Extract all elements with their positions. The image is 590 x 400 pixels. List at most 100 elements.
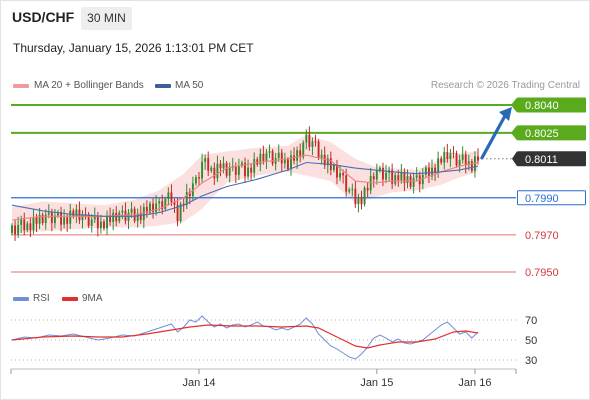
candle-body <box>363 187 366 205</box>
candle-body <box>194 177 197 184</box>
x-tick-label-jan-16: Jan 16 <box>458 377 491 389</box>
candle-body <box>470 161 473 171</box>
candle-body <box>50 212 53 224</box>
candle-body <box>216 163 219 179</box>
candle-body <box>317 141 320 158</box>
level-label-0-8040: 0.8040 <box>525 100 559 112</box>
candle-body <box>421 174 424 185</box>
candle-body <box>26 223 29 231</box>
level-label-bg-0-8025 <box>517 125 586 141</box>
candle-body <box>357 197 360 205</box>
candle-body <box>103 221 105 229</box>
candle-body <box>35 217 38 224</box>
rsi-tick-label-50: 50 <box>525 335 537 347</box>
candle-body <box>96 215 99 229</box>
candle-body <box>207 158 210 171</box>
rsi-tick-label-70: 70 <box>525 315 537 327</box>
level-label-bg-0-7990 <box>517 190 586 206</box>
candle-body <box>204 158 207 162</box>
candle-body <box>424 167 427 175</box>
candle-body <box>452 152 455 154</box>
candle-body <box>400 172 403 181</box>
candle-body <box>14 225 17 235</box>
ma50-legend-swatch <box>155 84 171 88</box>
candle-body <box>268 151 271 153</box>
ma20-legend-swatch <box>13 84 29 88</box>
rsi-9ma-line <box>11 324 479 349</box>
candle-body <box>106 215 108 229</box>
candle-body <box>280 152 283 164</box>
candle-body <box>20 219 23 225</box>
x-tick-label-jan-15: Jan 15 <box>360 377 393 389</box>
candle-body <box>360 197 363 205</box>
candle-body <box>434 167 437 173</box>
candle-body <box>11 225 13 234</box>
candle-body <box>320 154 323 158</box>
candle-body <box>391 170 394 184</box>
candle-body <box>348 189 351 192</box>
candle-body <box>250 167 253 173</box>
rsi-legend-swatch <box>13 297 29 301</box>
candle-body <box>259 153 262 165</box>
candle-body <box>145 206 148 213</box>
candle-body <box>173 202 176 205</box>
candle-body <box>240 162 243 166</box>
candle-body <box>302 142 305 158</box>
level-pointer <box>511 125 517 141</box>
candle-body <box>290 155 292 170</box>
level-label-0-8025: 0.8025 <box>525 128 559 140</box>
current-price-pointer <box>512 151 517 167</box>
candle-body <box>161 201 164 210</box>
candle-body <box>277 152 280 159</box>
candle-body <box>198 177 200 179</box>
candle-body <box>188 191 191 197</box>
candle-body <box>210 167 213 171</box>
candle-body <box>53 215 56 224</box>
candle-body <box>446 152 449 159</box>
candle-body <box>271 151 274 164</box>
candle-body <box>69 210 72 224</box>
candle-body <box>375 170 378 180</box>
candle-body <box>467 161 470 166</box>
candle-body <box>440 158 443 163</box>
chart-header: USD/CHF 30 MIN <box>0 0 590 36</box>
rsi-line <box>11 315 479 360</box>
candle-body <box>121 210 124 213</box>
bollinger-band-fill <box>12 134 478 233</box>
candle-body <box>244 162 246 177</box>
candle-body <box>84 214 87 216</box>
candle-body <box>57 211 59 216</box>
candle-body <box>81 214 84 221</box>
projection-arrow-head <box>499 106 512 121</box>
candle-body <box>237 165 240 175</box>
candle-body <box>87 214 90 226</box>
candle-body <box>75 209 78 217</box>
candle-body <box>201 161 204 179</box>
ma50-line <box>11 161 479 217</box>
candle-body <box>29 223 32 231</box>
candle-body <box>38 214 41 224</box>
candle-body <box>274 158 277 164</box>
candle-body <box>256 159 259 165</box>
ma9-legend-swatch <box>62 297 78 301</box>
candle-body <box>403 172 406 184</box>
candle-body <box>455 153 458 166</box>
candle-body <box>265 152 268 161</box>
candle-body <box>437 158 440 173</box>
level-label-0-7990: 0.7990 <box>525 193 559 205</box>
level-pointer <box>511 97 517 113</box>
candle-body <box>170 192 173 203</box>
candle-body <box>311 141 314 148</box>
rsi-tick-label-30: 30 <box>525 355 537 367</box>
candle-body <box>139 213 142 221</box>
candle-body <box>366 187 369 191</box>
candle-body <box>326 158 329 166</box>
candle-body <box>155 203 158 212</box>
timeframe-badge[interactable]: 30 MIN <box>81 7 132 30</box>
candle-body <box>66 217 69 224</box>
candle-body <box>142 206 145 221</box>
candle-body <box>149 203 151 213</box>
timestamp: Thursday, January 15, 2026 1:13:01 PM CE… <box>13 41 254 55</box>
ma9-legend-label: 9MA <box>82 293 103 304</box>
